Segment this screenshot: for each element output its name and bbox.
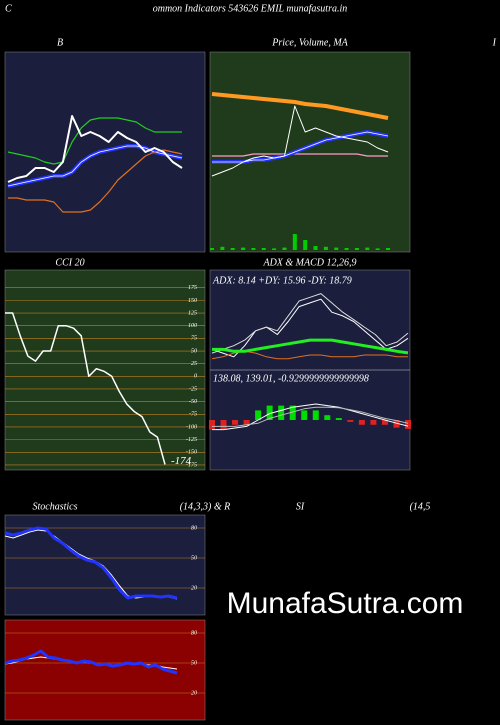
y-tick-label: 175 (188, 285, 197, 291)
volume-bar (251, 248, 256, 250)
panel-title: SI (296, 501, 305, 512)
y-tick-label: -150 (186, 450, 197, 456)
y-tick-label: -50 (189, 399, 197, 405)
watermark: MunafaSutra.com (227, 587, 464, 620)
volume-bar (241, 247, 246, 250)
panel (4, 269, 206, 471)
panel-subtitle: (14,3,3) & R (180, 501, 231, 512)
volume-bar (344, 248, 349, 250)
y-tick-label: -175 (186, 462, 197, 468)
histogram-bar (358, 420, 365, 425)
y-tick-label: -125 (186, 437, 197, 443)
adx-label: ADX: 8.14 +DY: 15.96 -DY: 18.79 (212, 275, 352, 286)
histogram-bar (243, 420, 250, 425)
volume-bar (354, 248, 359, 250)
y-tick-label: 20 (191, 690, 197, 696)
volume-bar (365, 247, 370, 250)
histogram-bar (312, 410, 319, 420)
panel-title: CCI 20 (55, 257, 84, 268)
volume-bar (303, 240, 308, 250)
series-line (4, 526, 178, 600)
series-line (211, 298, 409, 358)
histogram-bar (289, 405, 296, 420)
histogram-bar (255, 410, 262, 420)
panel-title: Price, Volume, MA (271, 37, 348, 48)
volume-bar (334, 247, 339, 250)
series-line (212, 153, 388, 157)
histogram-bar (266, 405, 273, 420)
y-tick-label: -25 (189, 386, 197, 392)
panel-title: B (57, 37, 63, 48)
volume-bar (375, 248, 380, 250)
panel-title: Stochastics (33, 501, 78, 512)
series-line (211, 293, 409, 354)
histogram-bar (301, 410, 308, 420)
histogram-bar (405, 420, 411, 429)
panel-title: ADX & MACD 12,26,9 (262, 257, 356, 268)
histogram-bar (232, 420, 239, 425)
panel (209, 51, 411, 253)
histogram-bar (278, 405, 285, 420)
histogram-bar (335, 418, 342, 420)
value-label: -174 (171, 455, 192, 467)
series-line (5, 312, 166, 465)
macd-label: 138.08, 139.01, -0.9299999999999998 (213, 373, 369, 384)
y-tick-label: 125 (188, 310, 197, 316)
volume-bar (313, 246, 318, 250)
y-tick-label: 0 (194, 374, 197, 380)
series-line (7, 117, 182, 165)
series-line (4, 649, 178, 675)
y-tick-label: 150 (188, 298, 197, 304)
histogram-bar (220, 420, 227, 430)
volume-bar (210, 248, 214, 250)
y-tick-label: 25 (191, 361, 197, 367)
y-tick-label: 50 (191, 660, 197, 666)
volume-bar (261, 248, 266, 250)
volume-bar (272, 248, 277, 250)
series-line (7, 115, 183, 183)
volume-bar (386, 248, 390, 250)
series-line-inner (212, 131, 389, 163)
y-tick-label: 50 (191, 348, 197, 354)
header-title: ommon Indicators 543626 EMIL munafasutra… (153, 3, 348, 14)
histogram-bar (209, 420, 215, 430)
histogram-bar (324, 415, 331, 420)
volume-bar (230, 248, 235, 250)
series-line (212, 338, 409, 355)
y-tick-label: 80 (191, 525, 197, 531)
series-line (8, 149, 183, 213)
histogram-bar (381, 420, 388, 425)
volume-bar (323, 246, 328, 250)
series-line (212, 406, 409, 427)
series-line-inner (7, 145, 183, 187)
y-tick-label: 20 (191, 585, 197, 591)
histogram-bar (347, 420, 354, 422)
y-tick-label: 80 (191, 630, 197, 636)
histogram-bar (370, 420, 377, 425)
header-right: I (492, 37, 497, 48)
y-tick-label: 75 (191, 336, 197, 342)
series-line (212, 403, 409, 431)
series-line (211, 105, 389, 177)
volume-bar (292, 234, 297, 250)
header-left: C (5, 3, 12, 14)
y-tick-label: 50 (191, 555, 197, 561)
y-tick-label: -75 (189, 412, 197, 418)
panel (4, 514, 206, 616)
volume-bar (220, 246, 225, 250)
panel (4, 619, 206, 721)
panel-subtitle: (14,5 (410, 501, 431, 512)
y-tick-label: -100 (186, 424, 197, 430)
series-line (211, 92, 389, 120)
histogram-bar (393, 420, 400, 428)
volume-bar (282, 247, 287, 250)
y-tick-label: 100 (188, 323, 197, 329)
